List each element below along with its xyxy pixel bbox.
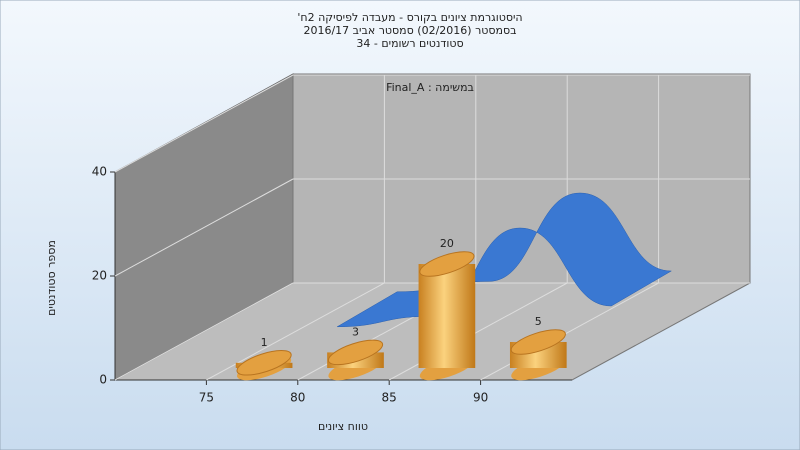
value-label: 20 [440,237,454,250]
x-tick-label: 90 [473,391,488,405]
bar-top [236,350,292,376]
chart-title: היסטוגרמת ציונים בקורס - מעבדה לפיסיקה 2… [297,11,522,50]
y-tick-label: 40 [92,165,107,179]
bar-top [419,251,475,277]
bar-body [418,264,476,368]
x-tick-label: 80 [290,391,305,405]
y-tick-label: 20 [92,269,107,283]
bar-top [510,329,566,355]
title-line: סטודנטים רשומים - 34 [356,37,463,50]
x-tick-label: 85 [382,391,397,405]
value-label: 1 [261,336,268,349]
grid-line [114,282,294,381]
y-tick-label: 0 [99,373,107,387]
title-line: היסטוגרמת ציונים בקורס - מעבדה לפיסיקה 2… [297,11,522,24]
grid-line [114,74,294,173]
bar [509,329,567,381]
bar [418,251,476,381]
grid-line [114,178,294,277]
bar-top [327,339,384,366]
value-label: 3 [352,325,359,338]
title-line: בסמסטר (02/2016) סמסטר אביב 2016/17 [303,24,516,37]
bar [327,339,384,381]
y-axis-label: מספר סטודנטים [45,240,58,316]
value-label: 5 [535,315,542,328]
bar [235,350,293,381]
x-axis-label: טווח ציונים [318,420,368,433]
x-tick-label: 75 [199,391,214,405]
annotation: במשימה : Final_A [386,81,474,94]
